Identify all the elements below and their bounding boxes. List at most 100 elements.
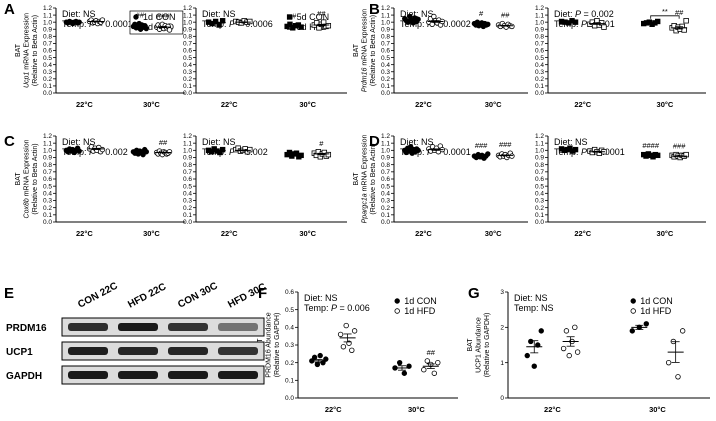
chart-d1-point bbox=[485, 151, 491, 157]
chart-a1-legend-label: 1d CON bbox=[143, 12, 176, 22]
chart-c1-ylabel-line: BAT bbox=[15, 172, 22, 186]
chart-d1-significance: ### bbox=[475, 141, 488, 150]
chart-d2-xtick-label: 22°C bbox=[574, 229, 591, 238]
chart-a2-point bbox=[298, 24, 304, 30]
chart-c2-xtick-label: 22°C bbox=[221, 229, 238, 238]
western-band bbox=[168, 371, 208, 379]
chart-f-ytick-label: 0.2 bbox=[285, 360, 294, 367]
chart-f-significance: ## bbox=[427, 348, 436, 357]
chart-b2-ytick-label: 0.0 bbox=[535, 90, 544, 97]
chart-b2-annotation: Diet: P = 0.002 bbox=[554, 9, 614, 19]
chart-g-point bbox=[679, 328, 686, 334]
chart-d1-ytick-label: 0.8 bbox=[381, 162, 390, 169]
chart-a1-ytick-label: 0.7 bbox=[43, 41, 52, 48]
chart-g-ylabel-line: (Relative to GAPDH) bbox=[484, 313, 491, 378]
chart-f-point bbox=[406, 363, 412, 369]
chart-g-point bbox=[629, 328, 635, 334]
chart-a1-ytick-label: 0.6 bbox=[43, 48, 52, 55]
chart-d2-ytick-label: 0.0 bbox=[535, 219, 544, 226]
chart-b1-ytick-label: 0.5 bbox=[381, 55, 390, 62]
chart-b1-ylabel-line: Prdm16 mRNA Expression bbox=[362, 9, 369, 92]
chart-b1-ytick-label: 1.1 bbox=[381, 12, 390, 19]
chart-f-panel-letter: F bbox=[258, 285, 267, 302]
chart-a1-ytick-label: 0.0 bbox=[43, 90, 52, 97]
chart-g-legend-marker bbox=[630, 298, 636, 304]
chart-a1-point bbox=[166, 27, 173, 33]
chart-a1-ylabel-line: (Relative to Beta Actin) bbox=[32, 15, 39, 86]
chart-b2-bracket bbox=[650, 15, 680, 19]
chart-g-ytick-label: 2 bbox=[500, 325, 504, 332]
chart-g-legend-marker bbox=[630, 308, 636, 314]
chart-a2-xtick-label: 30°C bbox=[299, 100, 316, 109]
chart-g-point bbox=[572, 324, 578, 331]
chart-d1-ylabel-line: BAT bbox=[353, 172, 360, 186]
chart-b2-ytick-label: 0.4 bbox=[535, 62, 544, 69]
chart-f-point bbox=[337, 331, 344, 338]
chart-c2-ytick-label: 1.2 bbox=[183, 133, 192, 140]
chart-g-annotation: Temp: NS bbox=[514, 303, 554, 313]
chart-a2-point bbox=[247, 18, 253, 25]
chart-d2-ytick-label: 0.3 bbox=[535, 198, 544, 205]
chart-b2-ytick-label: 0.5 bbox=[535, 55, 544, 62]
western-blot-strip bbox=[61, 317, 265, 337]
chart-f-point bbox=[340, 344, 347, 350]
chart-a1-ytick-label: 1.0 bbox=[43, 19, 52, 26]
chart-c1-point bbox=[76, 148, 82, 154]
chart-f-legend-marker bbox=[394, 298, 400, 304]
chart-f-legend-label: 1d CON bbox=[404, 296, 437, 306]
western-band bbox=[68, 323, 108, 331]
western-band bbox=[68, 371, 108, 379]
western-band bbox=[118, 371, 158, 379]
chart-c1-annotation: Diet: NS bbox=[62, 137, 96, 147]
chart-d1-ytick-label: 0.3 bbox=[381, 198, 390, 205]
chart-a2-ytick-label: 0.0 bbox=[183, 90, 192, 97]
chart-b2-ytick-label: 0.8 bbox=[535, 34, 544, 41]
chart-f-ylabel-line: (Relative to GAPDH) bbox=[274, 313, 281, 378]
chart-g-legend-label: 1d CON bbox=[640, 296, 673, 306]
chart-c1-point bbox=[99, 146, 106, 153]
chart-g-panel-letter: G bbox=[468, 285, 480, 302]
chart-b1-ytick-label: 0.9 bbox=[381, 26, 390, 33]
chart-d1-panel-letter: D bbox=[369, 133, 380, 150]
chart-f-xtick-label: 30°C bbox=[408, 405, 425, 414]
chart-d2-point bbox=[567, 145, 573, 151]
chart-b1-ylabel-line: (Relative to Beta Actin) bbox=[370, 15, 377, 86]
chart-b1-significance: # bbox=[479, 9, 484, 18]
chart-b2-point bbox=[681, 27, 687, 33]
chart-f-point bbox=[317, 352, 323, 359]
chart-c1-significance: ## bbox=[159, 138, 168, 147]
chart-d2-ytick-label: 0.4 bbox=[535, 191, 544, 198]
chart-b2-point bbox=[655, 18, 661, 25]
chart-c2-ytick-label: 0.0 bbox=[183, 219, 192, 226]
chart-g-point bbox=[531, 363, 537, 369]
chart-a2-ytick-label: 0.7 bbox=[183, 41, 192, 48]
chart-c1-ytick-label: 0.0 bbox=[43, 219, 52, 226]
chart-c1-ytick-label: 1.0 bbox=[43, 148, 52, 155]
chart-a2-ytick-label: 0.3 bbox=[183, 69, 192, 76]
western-band bbox=[218, 347, 258, 355]
chart-f-ytick-label: 0.1 bbox=[285, 378, 294, 385]
chart-f-point bbox=[349, 347, 355, 353]
chart-c1-ytick-label: 0.3 bbox=[43, 198, 52, 205]
chart-d1-ytick-label: 0.0 bbox=[381, 219, 390, 226]
chart-g-point bbox=[643, 321, 649, 327]
chart-d2-ytick-label: 0.9 bbox=[535, 155, 544, 162]
western-band bbox=[218, 323, 258, 331]
chart-b2-point bbox=[601, 24, 607, 30]
chart-b1-panel-letter: B bbox=[369, 1, 380, 18]
chart-d2-point bbox=[683, 151, 689, 158]
western-row-label: UCP1 bbox=[6, 347, 33, 358]
chart-b2-ytick-label: 1.2 bbox=[535, 5, 544, 12]
chart-b1-annotation: Diet: NS bbox=[400, 9, 434, 19]
chart-g-ylabel: BAT UCP1 Abundance (Relative to GAPDH) bbox=[467, 313, 491, 378]
chart-b2-ytick-label: 1.0 bbox=[535, 19, 544, 26]
chart-c2-point bbox=[247, 146, 253, 153]
chart-c1-panel-letter: C bbox=[4, 133, 15, 150]
chart-d2-ytick-label: 0.8 bbox=[535, 162, 544, 169]
chart-c1-ylabel-line: Cox8b mRNA Expression bbox=[24, 139, 31, 218]
chart-f-point bbox=[431, 370, 437, 376]
chart-b2-ytick-label: 0.9 bbox=[535, 26, 544, 33]
chart-f-ylabel-line: PRDM16 Abundance bbox=[266, 312, 273, 377]
chart-b2-xtick-label: 30°C bbox=[657, 100, 674, 109]
